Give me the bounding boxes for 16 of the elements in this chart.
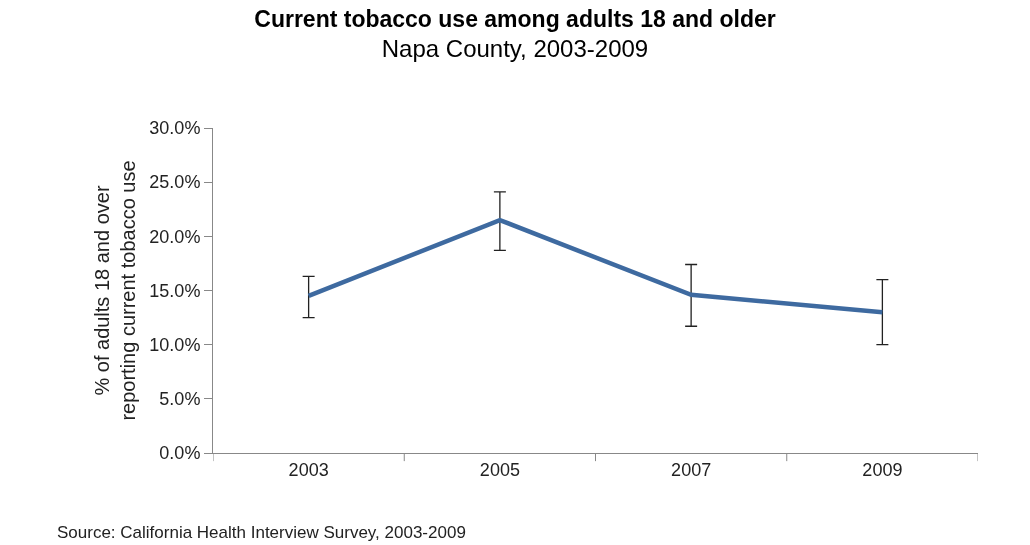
y-tick-label: 5.0% bbox=[159, 389, 201, 410]
y-tick-label: 25.0% bbox=[149, 172, 201, 193]
chart-subtitle: Napa County, 2003-2009 bbox=[381, 35, 649, 63]
y-tick-label: 0.0% bbox=[159, 443, 201, 464]
x-tick-label: 2009 bbox=[862, 459, 903, 480]
source-note: Source: California Health Interview Survey, 2003-2009 bbox=[57, 523, 466, 542]
x-tick-label: 2003 bbox=[288, 459, 329, 480]
line-series bbox=[306, 217, 885, 315]
y-tick-label: 15.0% bbox=[149, 280, 201, 301]
y-axis-title: % of adults 18 and over reporting current tobacco use bbox=[90, 160, 139, 421]
x-tick-label: 2005 bbox=[479, 459, 520, 480]
y-tick-label: 30.0% bbox=[149, 118, 201, 139]
y-tick-label: 10.0% bbox=[149, 334, 201, 355]
chart-title: Current tobacco use among adults 18 and older bbox=[254, 6, 776, 33]
x-tick-label: 2007 bbox=[671, 459, 712, 480]
y-tick-label: 20.0% bbox=[149, 226, 201, 247]
